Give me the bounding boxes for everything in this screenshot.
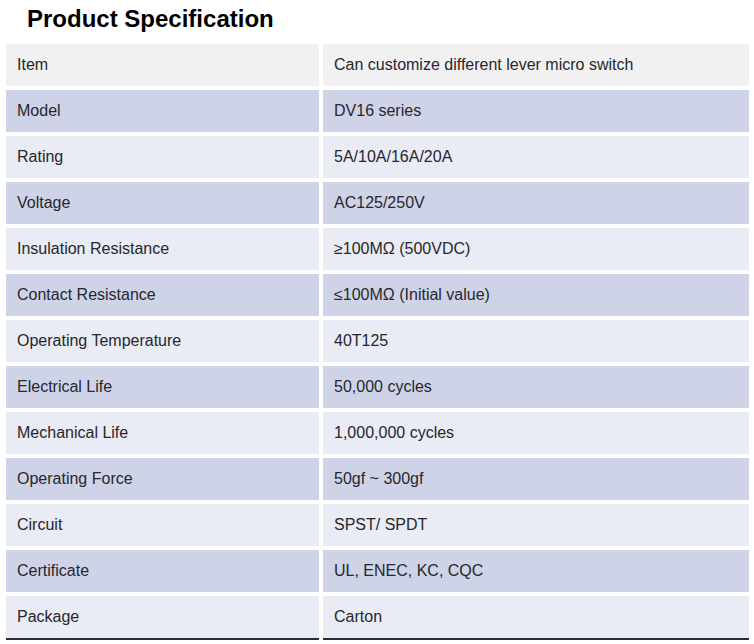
spec-value-cell: ≤100MΩ (Initial value) <box>321 272 749 318</box>
spec-value-cell: 5A/10A/16A/20A <box>321 134 749 180</box>
spec-value-cell: DV16 series <box>321 88 749 134</box>
spec-row: VoltageAC125/250V <box>6 180 749 226</box>
spec-label-cell: Model <box>6 88 321 134</box>
spec-row: Insulation Resistance≥100MΩ (500VDC) <box>6 226 749 272</box>
spec-value-cell: AC125/250V <box>321 180 749 226</box>
spec-value-cell: SPST/ SPDT <box>321 502 749 548</box>
spec-table: ItemCan customize different lever micro … <box>6 42 749 640</box>
spec-row: Contact Resistance≤100MΩ (Initial value) <box>6 272 749 318</box>
spec-row: ModelDV16 series <box>6 88 749 134</box>
spec-value-cell: Can customize different lever micro swit… <box>321 43 749 88</box>
spec-table-body: ItemCan customize different lever micro … <box>6 43 749 639</box>
spec-row: PackageCarton <box>6 594 749 639</box>
spec-label-cell: Contact Resistance <box>6 272 321 318</box>
spec-label-cell: Certificate <box>6 548 321 594</box>
spec-row: Operating Temperature40T125 <box>6 318 749 364</box>
spec-label-cell: Rating <box>6 134 321 180</box>
page-title: Product Specification <box>27 5 754 33</box>
product-specification-page: Product Specification ItemCan customize … <box>0 0 754 644</box>
spec-row: Operating Force50gf ~ 300gf <box>6 456 749 502</box>
spec-value-cell: 1,000,000 cycles <box>321 410 749 456</box>
spec-label-cell: Package <box>6 594 321 639</box>
spec-header-row: ItemCan customize different lever micro … <box>6 43 749 88</box>
spec-value-cell: 50,000 cycles <box>321 364 749 410</box>
spec-value-cell: UL, ENEC, KC, CQC <box>321 548 749 594</box>
spec-row: Electrical Life50,000 cycles <box>6 364 749 410</box>
spec-row: Mechanical Life1,000,000 cycles <box>6 410 749 456</box>
spec-label-cell: Circuit <box>6 502 321 548</box>
spec-label-cell: Operating Force <box>6 456 321 502</box>
spec-label-cell: Mechanical Life <box>6 410 321 456</box>
spec-value-cell: ≥100MΩ (500VDC) <box>321 226 749 272</box>
spec-label-cell: Electrical Life <box>6 364 321 410</box>
spec-value-cell: 40T125 <box>321 318 749 364</box>
spec-row: Rating5A/10A/16A/20A <box>6 134 749 180</box>
spec-label-cell: Operating Temperature <box>6 318 321 364</box>
spec-value-cell: 50gf ~ 300gf <box>321 456 749 502</box>
spec-row: CertificateUL, ENEC, KC, CQC <box>6 548 749 594</box>
spec-label-cell: Voltage <box>6 180 321 226</box>
spec-label-cell: Item <box>6 43 321 88</box>
spec-label-cell: Insulation Resistance <box>6 226 321 272</box>
spec-value-cell: Carton <box>321 594 749 639</box>
spec-row: CircuitSPST/ SPDT <box>6 502 749 548</box>
